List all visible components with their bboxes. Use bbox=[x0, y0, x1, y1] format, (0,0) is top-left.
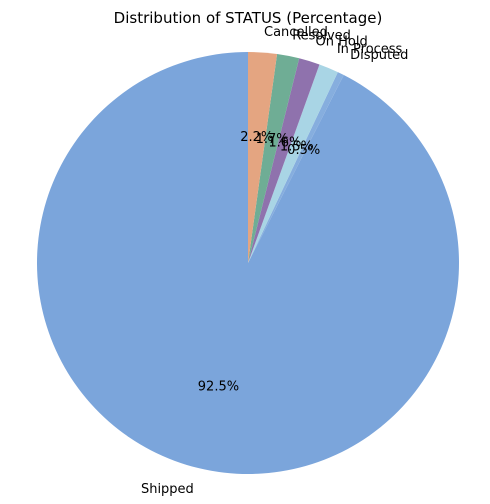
pie-slices bbox=[37, 52, 459, 474]
slice-percent-shipped: 92.5% bbox=[198, 380, 239, 395]
pie-slice-shipped bbox=[37, 52, 459, 474]
slice-label-shipped: Shipped bbox=[141, 482, 194, 497]
chart-title: Distribution of STATUS (Percentage) bbox=[114, 9, 383, 27]
slice-percent-cancelled: 2.2% bbox=[240, 130, 273, 145]
slice-label-cancelled: Cancelled bbox=[264, 25, 328, 40]
